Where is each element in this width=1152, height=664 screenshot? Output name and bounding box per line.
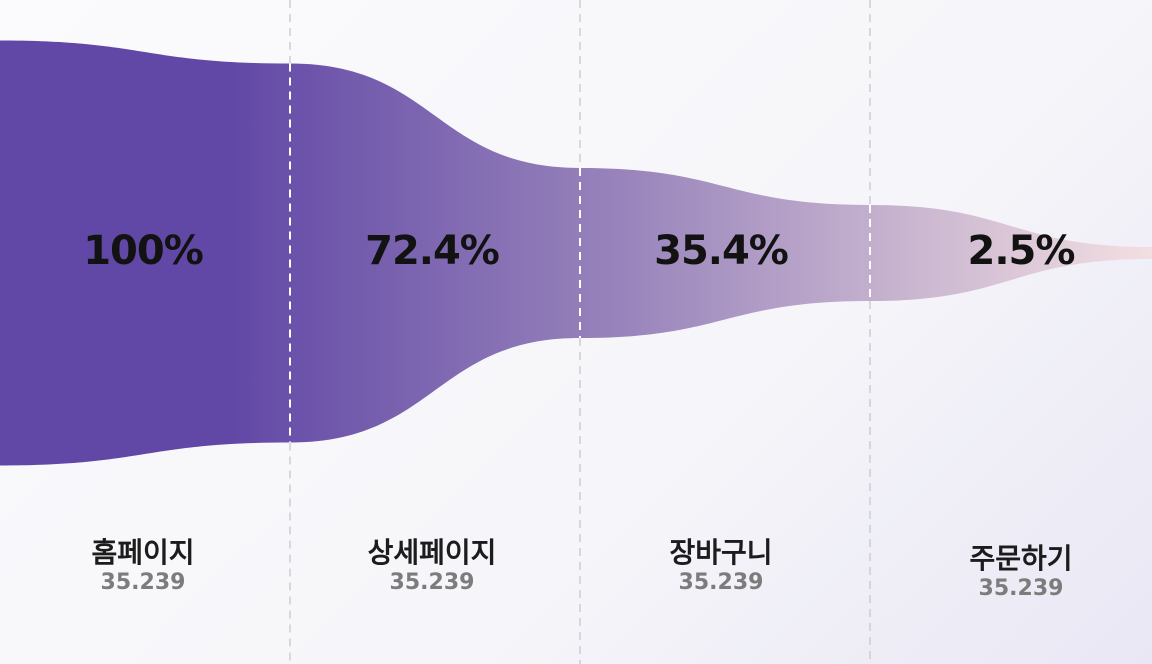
stage-label-homepage: 홈페이지 <box>91 536 195 569</box>
stage-dividers <box>289 0 871 664</box>
stage-percent-order: 2.5% <box>967 228 1076 274</box>
stage-label-detail: 상세페이지 <box>367 536 497 569</box>
stage-label-order: 주문하기 <box>969 542 1073 575</box>
stage-percent-homepage: 100% <box>83 228 204 274</box>
stage-count-cart: 35.239 <box>678 570 764 595</box>
stage-count-order: 35.239 <box>978 576 1064 601</box>
stage-count-homepage: 35.239 <box>100 570 186 595</box>
stage-percent-detail: 72.4% <box>365 228 500 274</box>
funnel-band <box>0 40 1152 466</box>
stage-percent-cart: 35.4% <box>654 228 789 274</box>
stage-label-cart: 장바구니 <box>669 536 773 569</box>
stage-count-detail: 35.239 <box>389 570 475 595</box>
